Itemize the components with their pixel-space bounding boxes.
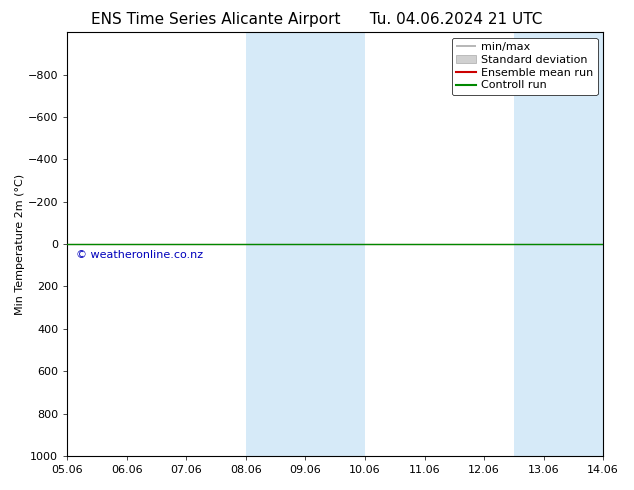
Legend: min/max, Standard deviation, Ensemble mean run, Controll run: min/max, Standard deviation, Ensemble me… xyxy=(452,38,598,95)
Bar xyxy=(514,32,633,456)
Y-axis label: Min Temperature 2m (°C): Min Temperature 2m (°C) xyxy=(15,173,25,315)
Bar xyxy=(246,32,365,456)
Text: © weatheronline.co.nz: © weatheronline.co.nz xyxy=(76,250,204,260)
Text: ENS Time Series Alicante Airport      Tu. 04.06.2024 21 UTC: ENS Time Series Alicante Airport Tu. 04.… xyxy=(91,12,543,27)
